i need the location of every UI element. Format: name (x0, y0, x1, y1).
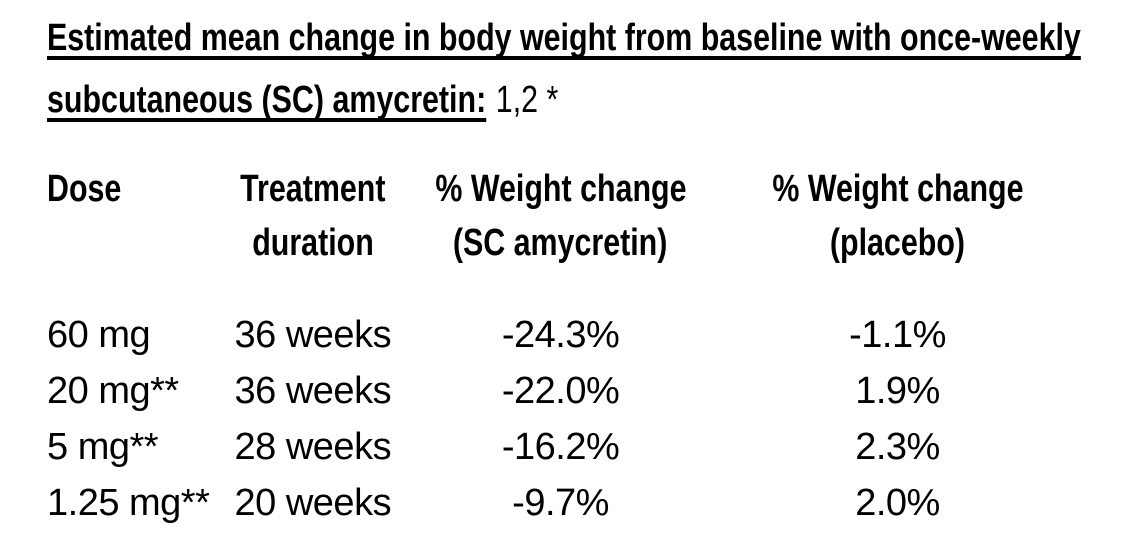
cell-weight-change-amycretin: -24.3% (501, 314, 620, 356)
header-weight-change-placebo-line2: (placebo) (829, 222, 966, 264)
results-table: Dose Treatment duration % Weight change … (47, 162, 1078, 531)
header-row: Dose Treatment duration % Weight change … (47, 162, 1078, 270)
page: Estimated mean change in body weight fro… (47, 7, 1132, 531)
header-dose-line1: Dose (47, 168, 122, 210)
table-row: 1.25 mg** 20 weeks -9.7% 2.0% (47, 475, 1078, 531)
table-row: 60 mg 36 weeks -24.3% -1.1% (47, 307, 1078, 363)
page-title: Estimated mean change in body weight fro… (47, 7, 1132, 131)
cell-duration: 36 weeks (234, 314, 392, 356)
title-line-1: Estimated mean change in body weight fro… (47, 7, 1132, 69)
cell-duration: 36 weeks (234, 370, 392, 412)
title-text-line-1: Estimated mean change in body weight fro… (47, 17, 1081, 59)
cell-weight-change-amycretin: -22.0% (501, 370, 620, 412)
title-line-2: subcutaneous (SC) amycretin: 1,2 * (47, 69, 1132, 131)
header-treatment-duration-line2: duration (252, 222, 374, 264)
header-treatment-duration-line1: Treatment (240, 168, 386, 210)
cell-weight-change-amycretin: -16.2% (501, 426, 620, 468)
cell-weight-change-placebo: -1.1% (849, 314, 946, 356)
title-text-line-2: subcutaneous (SC) amycretin: (47, 79, 487, 121)
cell-duration: 20 weeks (234, 482, 392, 524)
cell-weight-change-amycretin: -9.7% (512, 482, 609, 524)
cell-dose: 20 mg** (47, 370, 179, 412)
header-weight-change-amycretin-line2: (SC amycretin) (453, 222, 668, 264)
title-reference-marks: 1,2 * (495, 79, 559, 121)
cell-dose: 60 mg (47, 314, 151, 356)
cell-weight-change-placebo: 2.0% (855, 482, 940, 524)
header-treatment-duration: Treatment duration (222, 162, 404, 270)
cell-dose: 1.25 mg** (47, 482, 210, 524)
header-dose: Dose (47, 162, 222, 270)
header-weight-change-amycretin-line1: % Weight change (435, 168, 687, 210)
header-weight-change-placebo: % Weight change (placebo) (718, 162, 1078, 270)
table-row: 20 mg** 36 weeks -22.0% 1.9% (47, 363, 1078, 419)
cell-dose: 5 mg** (47, 426, 159, 468)
table-spacer (47, 270, 1078, 307)
header-weight-change-placebo-line1: % Weight change (771, 168, 1024, 210)
cell-duration: 28 weeks (234, 426, 392, 468)
header-weight-change-amycretin: % Weight change (SC amycretin) (404, 162, 718, 270)
table-row: 5 mg** 28 weeks -16.2% 2.3% (47, 419, 1078, 475)
cell-weight-change-placebo: 2.3% (855, 426, 940, 468)
cell-weight-change-placebo: 1.9% (855, 370, 940, 412)
